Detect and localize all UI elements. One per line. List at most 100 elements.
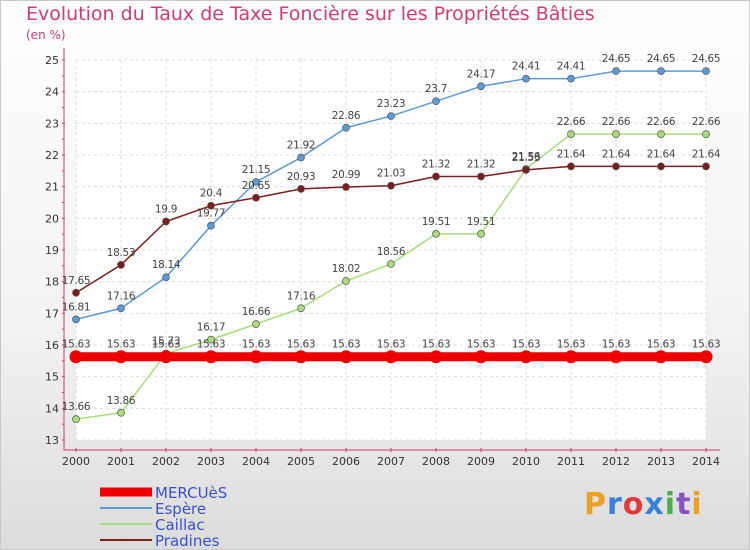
series: [69, 67, 713, 423]
data-point-1: [567, 74, 575, 83]
data-point-2: [297, 304, 305, 313]
data-label: 21.32: [422, 159, 451, 171]
data-label: 15.63: [692, 339, 721, 351]
data-point-0: [159, 350, 173, 364]
data-point-3: [477, 172, 485, 181]
data-label: 15.63: [242, 339, 271, 351]
data-label: 18.53: [107, 247, 136, 259]
data-label: 15.63: [62, 339, 91, 351]
data-point-2: [72, 415, 80, 423]
x-tick-label: 2004: [242, 455, 270, 468]
x-tick-label: 2009: [467, 455, 495, 468]
data-label: 15.63: [332, 339, 361, 351]
x-tick-label: 2002: [152, 455, 180, 468]
data-point-3: [297, 185, 305, 193]
data-label: 15.63: [152, 339, 181, 351]
x-tick-label: 2005: [287, 455, 315, 468]
data-point-2: [432, 230, 440, 238]
legend-label-2: Caillac: [155, 516, 205, 534]
data-point-0: [204, 350, 218, 364]
data-label: 15.63: [377, 339, 406, 351]
data-point-3: [252, 193, 260, 202]
data-point-3: [117, 261, 125, 269]
y-tick-label: 13: [45, 434, 59, 447]
data-label: 15.63: [602, 339, 631, 351]
y-tick-label: 17: [45, 307, 59, 320]
data-label: 22.66: [602, 116, 631, 128]
logo-letter: i: [691, 487, 703, 522]
logo-letter: o: [622, 487, 645, 522]
data-point-0: [429, 350, 443, 364]
data-point-1: [387, 112, 395, 120]
data-point-0: [609, 350, 623, 364]
data-label: 18.56: [377, 246, 406, 258]
data-label: 18.14: [152, 259, 181, 271]
data-point-3: [162, 217, 170, 226]
data-label: 21.92: [287, 140, 316, 152]
y-tick-label: 15: [45, 371, 59, 384]
data-label: 22.86: [332, 110, 361, 122]
data-label: 19.51: [422, 216, 451, 228]
y-tick-label: 21: [45, 181, 59, 194]
y-tick-label: 18: [45, 276, 59, 289]
chart-title: Evolution du Taux de Taxe Foncière sur l…: [26, 3, 595, 25]
data-label: 21.03: [377, 168, 406, 180]
data-point-3: [522, 166, 530, 174]
data-label: 22.66: [647, 116, 676, 128]
data-label: 13.86: [107, 395, 136, 407]
x-tick-label: 2007: [377, 455, 405, 468]
legend-label-0: MERCUèS: [155, 484, 228, 502]
data-point-2: [252, 320, 260, 328]
data-label: 24.41: [512, 61, 541, 73]
data-label: 15.63: [467, 339, 496, 351]
data-label: 15.73: [152, 336, 181, 348]
data-point-0: [519, 350, 533, 364]
data-label: 21.56: [512, 151, 541, 163]
data-point-3: [387, 181, 395, 190]
data-label: 15.63: [107, 339, 136, 351]
data-label: 13.66: [62, 401, 91, 413]
data-label: 21.64: [602, 148, 631, 160]
data-point-1: [657, 67, 665, 75]
x-tick-label: 2000: [62, 455, 90, 468]
y-tick-label: 24: [45, 86, 59, 99]
data-point-1: [522, 74, 530, 83]
data-label: 20.99: [332, 169, 361, 181]
axes: 13 14 15 16 17 18 19 20 21 22 23 24 25 2000 2001 2002 20…: [45, 48, 720, 468]
data-point-3: [612, 162, 620, 171]
data-point-1: [612, 67, 620, 75]
data-label: 17.16: [287, 290, 316, 302]
data-label: 16.17: [197, 322, 226, 334]
data-label: 17.65: [62, 275, 91, 287]
data-point-1: [702, 67, 710, 75]
y-tick-label: 20: [45, 212, 59, 225]
data-label: 21.64: [647, 148, 676, 160]
data-label: 15.63: [512, 339, 541, 351]
data-point-3: [342, 183, 350, 191]
data-point-0: [654, 350, 668, 364]
data-point-2: [117, 408, 125, 417]
data-label: 21.64: [557, 148, 586, 160]
data-label: 15.63: [422, 339, 451, 351]
logo-letter: i: [664, 487, 677, 522]
data-point-1: [477, 82, 485, 91]
data-label: 17.16: [107, 290, 136, 302]
data-point-3: [657, 162, 665, 171]
data-label: 19.9: [155, 204, 177, 216]
data-label: 19.77: [197, 208, 226, 220]
data-point-3: [72, 288, 80, 297]
data-label: 24.65: [647, 53, 676, 65]
data-label: 18.02: [332, 263, 361, 275]
logo-letter: x: [644, 487, 665, 522]
data-point-1: [252, 178, 260, 186]
x-tick-label: 2013: [647, 455, 675, 468]
data-point-2: [612, 130, 620, 138]
data-label: 20.4: [200, 188, 223, 200]
y-tick-label: 25: [45, 54, 59, 67]
x-tick-label: 2001: [107, 455, 135, 468]
data-label: 24.41: [557, 61, 586, 73]
y-tick-label: 23: [45, 117, 59, 130]
data-point-0: [564, 350, 578, 364]
data-label: 23.7: [425, 83, 447, 95]
data-label: 16.81: [62, 301, 91, 313]
